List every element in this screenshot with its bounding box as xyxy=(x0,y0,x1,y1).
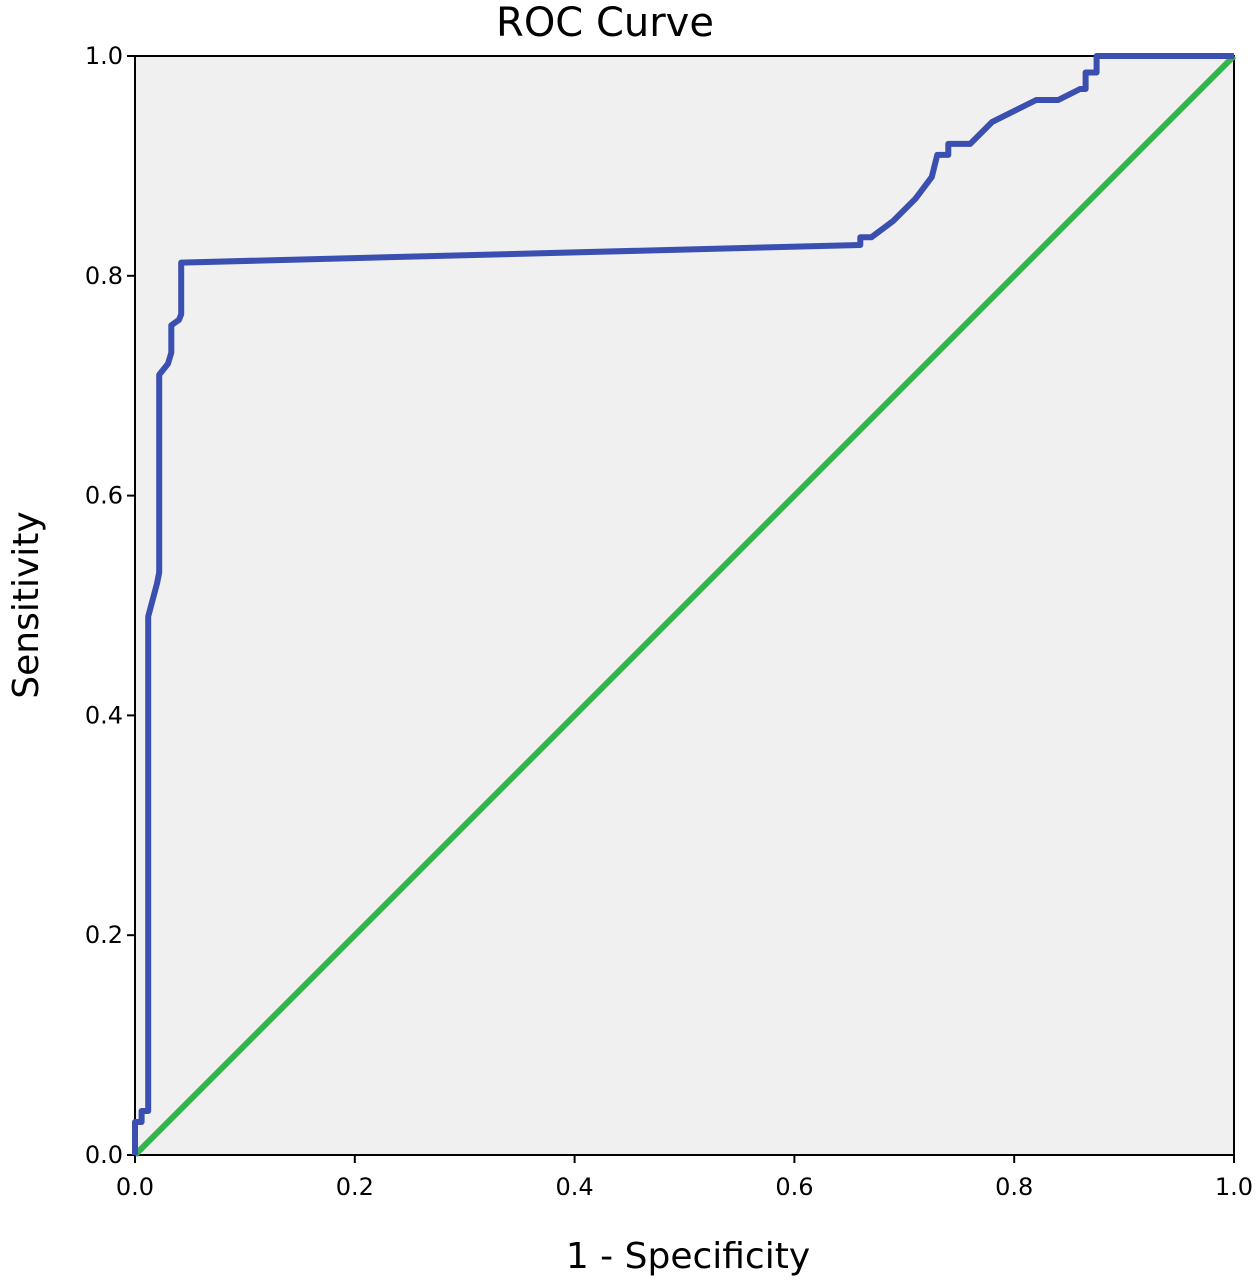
y-tick-label: 0.8 xyxy=(85,262,123,290)
y-axis-ticks: 0.0 0.2 0.4 0.6 0.8 1.0 xyxy=(85,42,135,1169)
x-tick-label: 0.8 xyxy=(995,1173,1033,1201)
x-tick-label: 0.4 xyxy=(556,1173,594,1201)
y-tick-label: 0.2 xyxy=(85,921,123,949)
x-axis-ticks: 0.0 0.2 0.4 0.6 0.8 1.0 xyxy=(116,1155,1253,1201)
chart-title: ROC Curve xyxy=(496,0,714,46)
x-tick-label: 0.2 xyxy=(336,1173,374,1201)
reference-diagonal-line xyxy=(132,53,1237,1158)
x-tick-label: 1.0 xyxy=(1215,1173,1253,1201)
y-axis-label: Sensitivity xyxy=(6,511,47,698)
x-axis-label: 1 - Specificity xyxy=(566,1236,810,1277)
y-tick-label: 0.4 xyxy=(85,701,123,729)
x-tick-label: 0.6 xyxy=(775,1173,813,1201)
x-tick-label: 0.0 xyxy=(116,1173,154,1201)
y-tick-label: 1.0 xyxy=(85,42,123,70)
y-tick-label: 0.6 xyxy=(85,482,123,510)
series-layer xyxy=(132,53,1237,1158)
roc-curve-line xyxy=(132,53,1234,1155)
y-tick-label: 0.0 xyxy=(85,1141,123,1169)
